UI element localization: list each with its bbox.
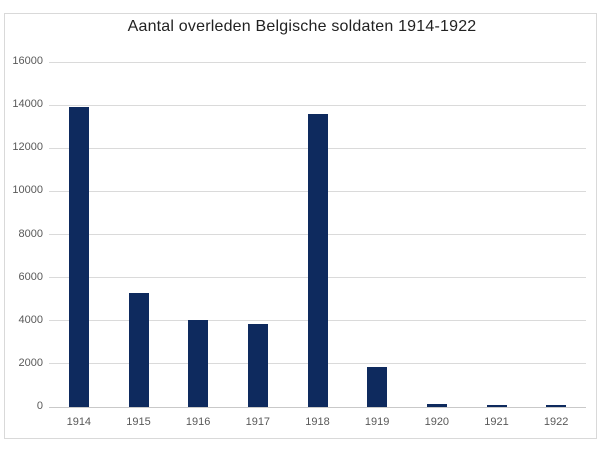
bar-1918 <box>307 114 328 407</box>
x-axis-line <box>49 406 586 408</box>
y-axis-tick-label: 2000 <box>18 356 43 369</box>
x-axis-tick-label: 1919 <box>364 416 390 428</box>
bar-1916 <box>188 320 209 407</box>
bar-1917 <box>247 324 268 407</box>
y-axis-tick-label: 16000 <box>12 55 43 67</box>
chart-title: Aantal overleden Belgische soldaten 1914… <box>127 18 477 35</box>
y-axis-tick-label: 12000 <box>12 141 43 154</box>
bar-1914 <box>68 107 89 407</box>
bar-1915 <box>128 293 149 407</box>
x-axis-tick-label: 1914 <box>66 416 92 428</box>
y-axis-tick-label: 8000 <box>18 227 43 240</box>
bar-1922 <box>546 405 567 407</box>
x-axis-tick-label: 1915 <box>126 416 151 428</box>
y-axis-tick-label: 0 <box>36 400 43 412</box>
x-axis-tick-label: 1917 <box>245 416 271 428</box>
x-axis-tick-label: 1922 <box>543 416 569 428</box>
x-axis-tick-label: 1921 <box>484 416 509 428</box>
chart-frame <box>4 13 597 439</box>
gridline <box>49 104 586 106</box>
y-axis-tick-label: 4000 <box>18 313 43 326</box>
bar-1920 <box>426 404 447 407</box>
x-axis-tick-label: 1918 <box>305 416 330 428</box>
bar-1919 <box>367 367 388 407</box>
plot-area <box>49 61 586 408</box>
y-axis-tick-label: 10000 <box>12 184 43 197</box>
x-axis-tick-label: 1916 <box>185 416 211 428</box>
y-axis-tick-label: 14000 <box>12 98 43 111</box>
bar-1921 <box>486 405 507 407</box>
x-axis-tick-label: 1920 <box>424 416 450 428</box>
y-axis-tick-label: 6000 <box>18 270 43 283</box>
gridline <box>49 61 586 63</box>
